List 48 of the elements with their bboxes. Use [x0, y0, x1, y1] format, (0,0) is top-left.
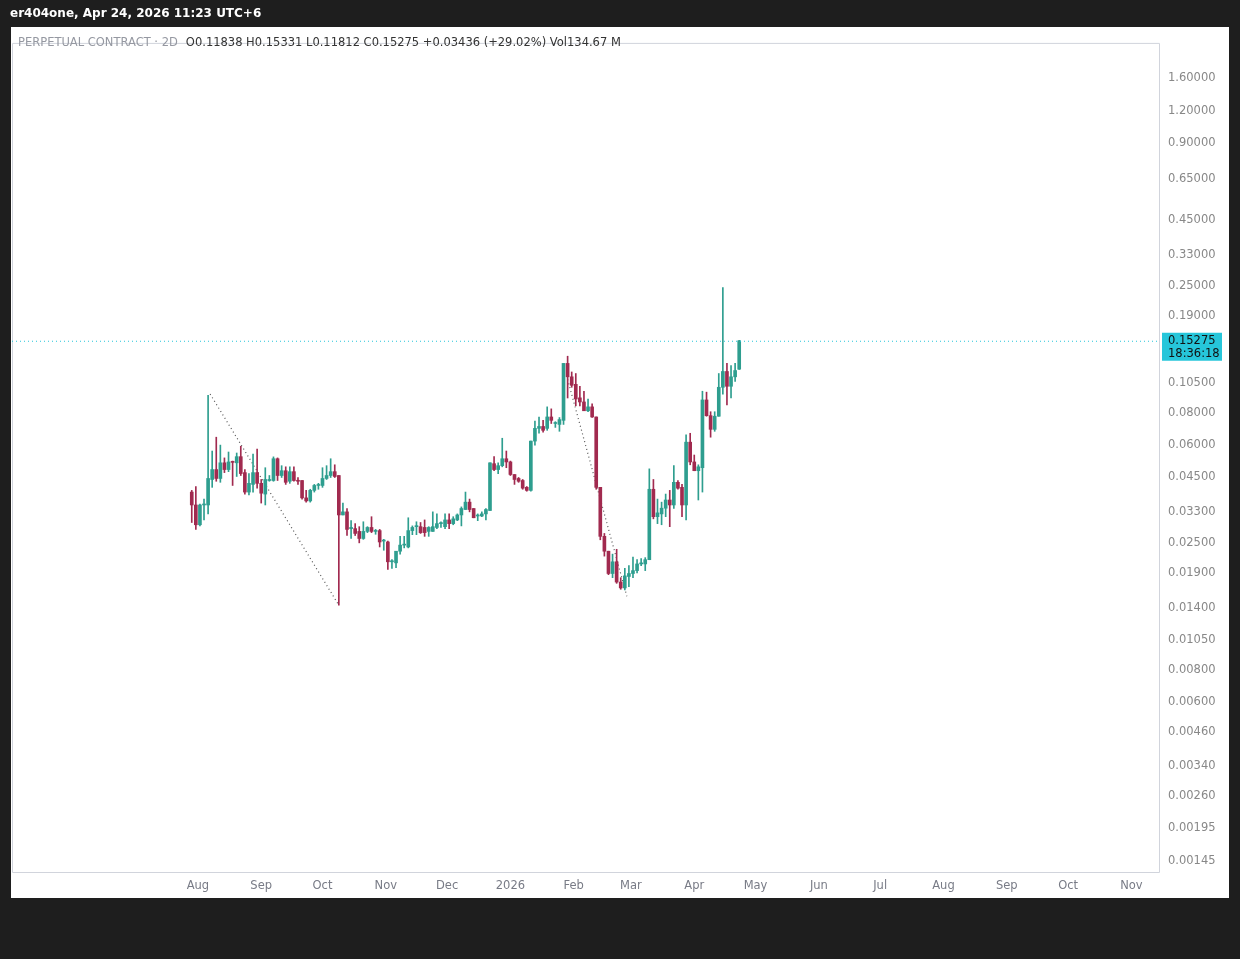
y-tick-label: 0.19000 — [1168, 308, 1216, 323]
y-tick-label: 0.06000 — [1168, 437, 1216, 452]
x-tick-label: May — [743, 877, 768, 892]
x-tick-label: Dec — [435, 877, 459, 892]
x-tick-label: Sep — [995, 877, 1018, 892]
y-tick-label: 0.00340 — [1168, 757, 1216, 772]
y-tick-label: 0.00600 — [1168, 694, 1216, 709]
y-tick-label: 0.01050 — [1168, 631, 1216, 646]
y-tick-label: 0.08000 — [1168, 404, 1216, 419]
y-tick-label: 0.00145 — [1168, 852, 1216, 867]
y-tick-label: 1.20000 — [1168, 102, 1216, 117]
x-tick-label: Nov — [374, 877, 398, 892]
chart-title: PERPETUAL CONTRACT · 2D — [18, 35, 178, 49]
y-tick-label: 0.00260 — [1168, 787, 1216, 802]
y-tick-label: 0.45000 — [1168, 212, 1216, 227]
x-tick-label: Jul — [872, 877, 888, 892]
candlestick — [214, 436, 219, 482]
y-tick-label: 0.10500 — [1168, 374, 1216, 389]
y-tick-label: 0.03300 — [1168, 503, 1216, 518]
y-tick-label: 0.90000 — [1168, 134, 1216, 149]
x-tick-label: Oct — [1058, 877, 1079, 892]
y-tick-label: 0.00800 — [1168, 662, 1216, 677]
x-tick-label: Jun — [808, 877, 828, 892]
y-tick-label: 0.33000 — [1168, 246, 1216, 261]
candlestick — [349, 520, 353, 539]
y-tick-label: 0.00195 — [1168, 819, 1216, 834]
x-tick-label: Nov — [1120, 877, 1143, 892]
chart-subtitle: O0.11838 H0.15331 L0.11812 C0.15275 +0.03436 (+29.02%) Vol134.67 M — [185, 35, 621, 49]
x-tick-label: Mar — [620, 877, 643, 892]
y-tick-label: 1.60000 — [1168, 70, 1216, 85]
candlestick — [667, 490, 672, 527]
y-tick-label: 0.02500 — [1168, 534, 1216, 549]
x-tick-label: Apr — [684, 877, 705, 892]
x-tick-label: 2026 — [495, 877, 526, 892]
x-tick-label: Aug — [186, 877, 210, 892]
ref-line-label: 0.15275 — [1168, 332, 1216, 347]
x-tick-label: Feb — [563, 877, 584, 892]
x-tick-label: Sep — [250, 877, 273, 892]
text: 18:36:18 — [1168, 345, 1220, 360]
y-tick-label: 0.01400 — [1168, 599, 1216, 614]
x-tick-label: Aug — [932, 877, 955, 892]
y-tick-label: 0.25000 — [1168, 277, 1216, 292]
y-tick-label: 0.65000 — [1168, 171, 1216, 186]
x-tick-label: Oct — [312, 877, 333, 892]
y-tick-label: 0.00460 — [1168, 723, 1216, 738]
y-tick-label: 0.04500 — [1168, 469, 1216, 484]
y-tick-label: 0.01900 — [1168, 565, 1216, 580]
text: er404one, Apr 24, 2026 11:23 UTC+6 — [10, 6, 262, 20]
